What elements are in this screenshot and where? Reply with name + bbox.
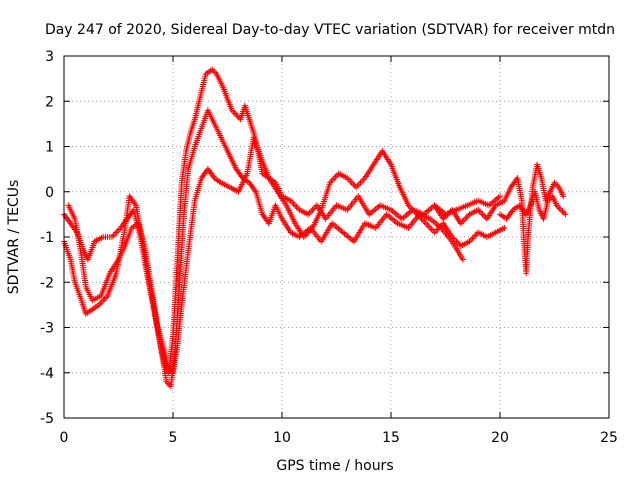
- data-point: [210, 68, 217, 75]
- data-point: [290, 200, 297, 207]
- series-track-d: [431, 161, 567, 277]
- x-tick-label: 5: [169, 430, 178, 446]
- data-point: [462, 215, 469, 222]
- data-point: [497, 193, 503, 200]
- data-point: [234, 113, 241, 120]
- y-tick-label: -5: [40, 411, 54, 427]
- data-point: [422, 220, 429, 227]
- y-tick-label: 0: [45, 185, 54, 201]
- data-point: [306, 209, 313, 216]
- data-point: [98, 298, 105, 305]
- data-point: [331, 175, 338, 182]
- data-point: [357, 179, 364, 186]
- x-tick-label: 20: [491, 430, 509, 446]
- y-tick-label: 3: [45, 49, 54, 65]
- data-point: [459, 256, 466, 263]
- data-point: [425, 223, 432, 230]
- data-point: [428, 226, 435, 233]
- data-point: [353, 184, 360, 191]
- data-point: [113, 229, 120, 236]
- data-point: [114, 227, 121, 234]
- data-point: [424, 221, 431, 228]
- data-point: [329, 176, 336, 183]
- data-point: [110, 232, 117, 239]
- data-point: [309, 206, 316, 213]
- data-point: [292, 202, 299, 209]
- x-axis-label: GPS time / hours: [276, 458, 393, 474]
- data-point: [469, 235, 476, 242]
- data-point: [231, 110, 238, 117]
- data-point: [431, 229, 438, 236]
- data-point: [101, 295, 108, 302]
- y-tick-label: -2: [40, 275, 54, 291]
- data-point: [501, 224, 508, 231]
- data-point: [560, 193, 567, 200]
- y-tick-label: 1: [45, 140, 54, 156]
- data-point: [293, 203, 300, 210]
- data-point: [348, 179, 355, 186]
- x-tick-label: 15: [382, 430, 400, 446]
- data-point: [460, 217, 467, 224]
- data-point: [433, 227, 440, 234]
- data-points: [61, 66, 569, 390]
- y-tick-label: -1: [40, 230, 54, 246]
- axis-ticks: 0 5 10 15 20 25 -5 -4 -3 -2 -1 0 1 2 3: [40, 49, 618, 446]
- data-point: [558, 206, 565, 213]
- data-point: [354, 182, 361, 189]
- data-point: [358, 178, 365, 185]
- x-tick-label: 25: [600, 430, 618, 446]
- y-tick-label: -4: [40, 366, 54, 382]
- data-point: [347, 178, 354, 185]
- data-point: [97, 300, 104, 307]
- y-tick-label: -3: [40, 321, 54, 337]
- data-point: [562, 211, 569, 218]
- data-point: [559, 208, 566, 215]
- data-point: [556, 205, 563, 212]
- x-tick-label: 10: [273, 430, 291, 446]
- chart-title: Day 247 of 2020, Sidereal Day-to-day VTE…: [45, 22, 615, 38]
- data-point: [350, 181, 357, 188]
- data-point: [356, 181, 363, 188]
- data-point: [479, 211, 486, 218]
- x-tick-label: 0: [60, 430, 69, 446]
- data-point: [470, 234, 477, 240]
- data-point: [476, 208, 483, 215]
- series-track-c: [65, 134, 508, 376]
- grid: [64, 56, 609, 418]
- series-track-e: [497, 188, 569, 222]
- data-point: [111, 230, 118, 237]
- data-point: [560, 209, 567, 216]
- y-tick-label: 2: [45, 94, 54, 110]
- data-point: [427, 224, 434, 231]
- data-point: [463, 214, 470, 221]
- y-axis-label: SDTVAR / TECUs: [6, 180, 22, 295]
